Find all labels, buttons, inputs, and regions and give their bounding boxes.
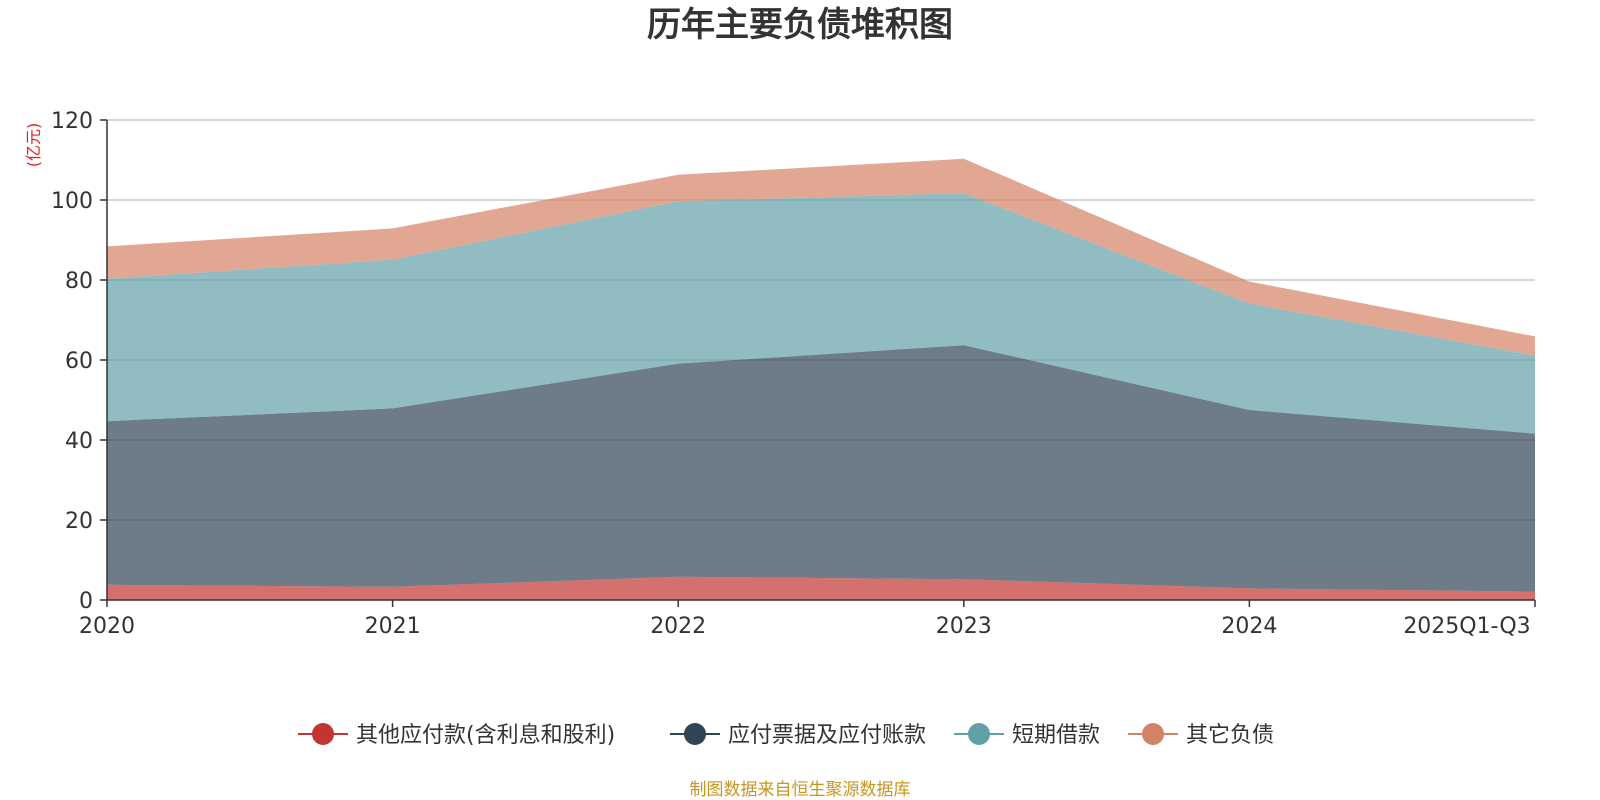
y-tick-label: 80 bbox=[65, 269, 93, 294]
x-tick-label: 2021 bbox=[365, 614, 421, 639]
y-axis-unit-label: (亿元) bbox=[24, 123, 43, 168]
chart-title: 历年主要负债堆积图 bbox=[647, 5, 953, 45]
y-tick-label: 20 bbox=[65, 509, 93, 534]
y-tick-label: 60 bbox=[65, 349, 93, 374]
legend[interactable]: 其他应付款(含利息和股利) 应付票据及应付账款 短期借款 其它负债 bbox=[298, 723, 1274, 748]
legend-circle-marker bbox=[312, 723, 334, 745]
x-tick-label: 2020 bbox=[79, 614, 135, 639]
x-tick-label: 2022 bbox=[650, 614, 706, 639]
legend-label: 短期借款 bbox=[1012, 723, 1100, 748]
y-tick-label: 0 bbox=[79, 589, 93, 614]
y-tick-label: 120 bbox=[51, 109, 93, 134]
area-series-4[interactable] bbox=[107, 158, 1535, 356]
legend-label: 其他应付款(含利息和股利) bbox=[356, 723, 615, 748]
legend-label: 其它负债 bbox=[1186, 723, 1274, 748]
y-tick-label: 100 bbox=[51, 189, 93, 214]
x-tick-label: 2023 bbox=[936, 614, 992, 639]
area-series-1[interactable] bbox=[107, 576, 1535, 600]
y-tick-label: 40 bbox=[65, 429, 93, 454]
legend-label: 应付票据及应付账款 bbox=[728, 723, 926, 748]
legend-item-1[interactable]: 其他应付款(含利息和股利) bbox=[298, 723, 615, 748]
legend-circle-marker bbox=[684, 723, 706, 745]
x-tick-label: 2024 bbox=[1221, 614, 1277, 639]
legend-item-2[interactable]: 应付票据及应付账款 bbox=[670, 723, 926, 748]
axes: 0 20 40 60 80 100 120 2020 2021 2022 2023 2024 2025Q… bbox=[51, 109, 1536, 639]
area-series-2[interactable] bbox=[107, 345, 1535, 592]
x-tick-label: 2025Q1-Q3 bbox=[1403, 614, 1530, 639]
data-source-note: 制图数据来自恒生聚源数据库 bbox=[690, 780, 911, 800]
area-series bbox=[107, 158, 1535, 600]
legend-item-4[interactable]: 其它负债 bbox=[1128, 723, 1274, 748]
legend-circle-marker bbox=[1142, 723, 1164, 745]
legend-item-3[interactable]: 短期借款 bbox=[954, 723, 1100, 748]
legend-circle-marker bbox=[968, 723, 990, 745]
area-series-3[interactable] bbox=[107, 193, 1535, 434]
